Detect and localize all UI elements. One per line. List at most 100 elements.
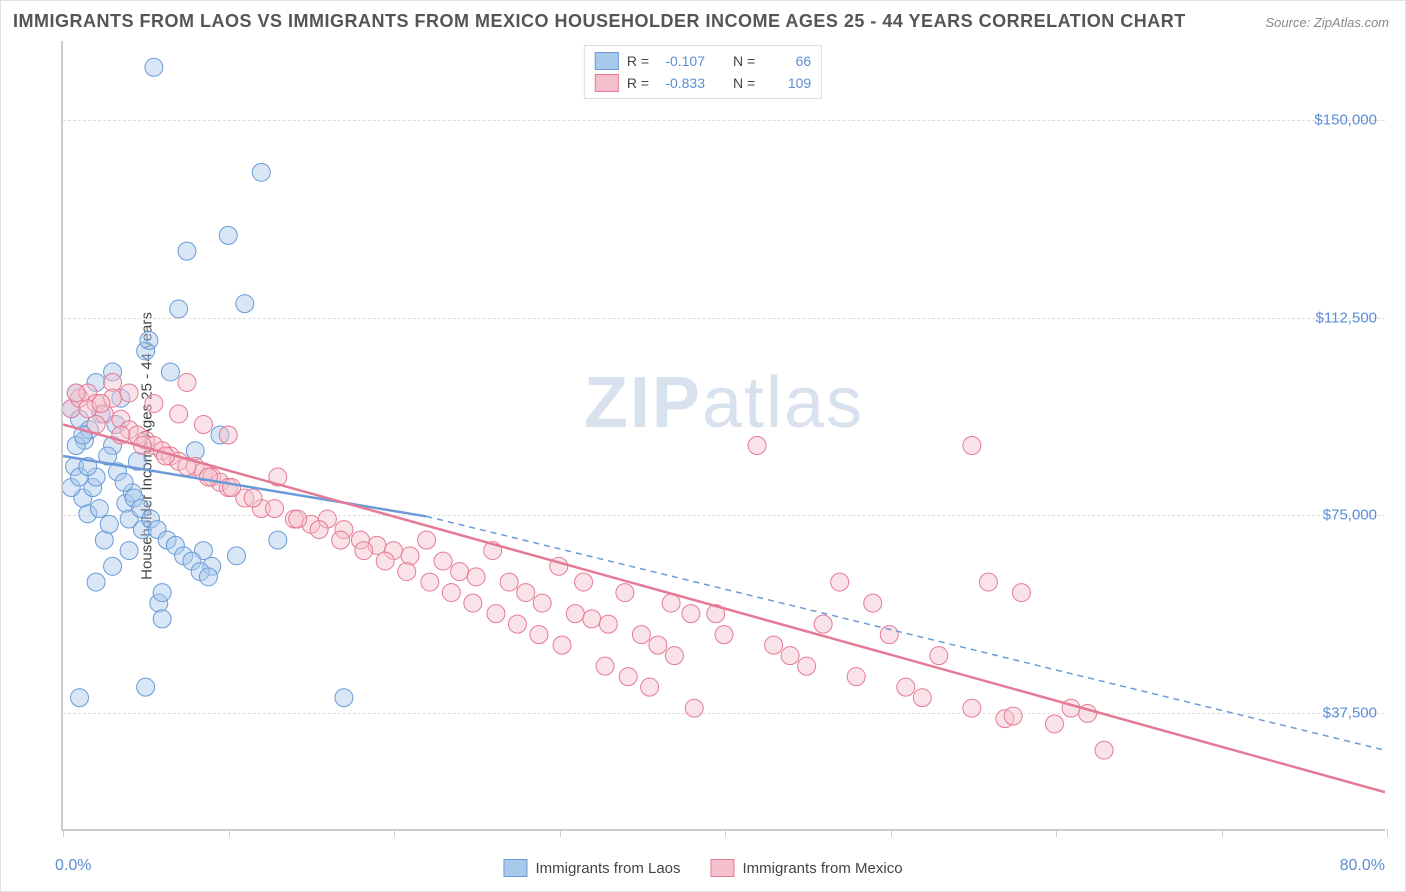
data-point: [87, 573, 105, 591]
n-value-mexico: 109: [763, 75, 811, 91]
data-point: [781, 647, 799, 665]
swatch-mexico: [595, 74, 619, 92]
data-point: [199, 468, 217, 486]
data-point: [67, 384, 85, 402]
data-point: [619, 668, 637, 686]
data-point: [530, 626, 548, 644]
data-point: [566, 605, 584, 623]
data-point: [831, 573, 849, 591]
data-point: [662, 594, 680, 612]
data-point: [649, 636, 667, 654]
data-point: [575, 573, 593, 591]
data-point: [289, 510, 307, 528]
plot-area: ZIPatlas $37,500$75,000$112,500$150,000: [61, 41, 1385, 831]
data-point: [814, 615, 832, 633]
data-point: [517, 584, 535, 602]
series-legend: Immigrants from Laos Immigrants from Mex…: [503, 859, 902, 877]
swatch-laos: [595, 52, 619, 70]
data-point: [421, 573, 439, 591]
n-label: N =: [733, 75, 755, 91]
data-point: [1012, 584, 1030, 602]
data-point: [71, 689, 89, 707]
data-point: [401, 547, 419, 565]
legend-row-laos: R = -0.107 N = 66: [595, 50, 811, 72]
data-point: [930, 647, 948, 665]
data-point: [599, 615, 617, 633]
data-point: [715, 626, 733, 644]
data-point: [335, 689, 353, 707]
trend-line: [63, 424, 1385, 792]
data-point: [194, 416, 212, 434]
x-axis-max-label: 80.0%: [1340, 857, 1385, 875]
r-value-laos: -0.107: [657, 53, 705, 69]
data-point: [137, 678, 155, 696]
r-label: R =: [627, 75, 649, 91]
data-point: [266, 500, 284, 518]
data-point: [244, 489, 262, 507]
data-point: [464, 594, 482, 612]
data-point: [170, 300, 188, 318]
data-point: [913, 689, 931, 707]
series-name-mexico: Immigrants from Mexico: [743, 860, 903, 877]
data-point: [310, 521, 328, 539]
data-point: [153, 610, 171, 628]
swatch-mexico-bottom: [711, 859, 735, 877]
data-point: [223, 479, 241, 497]
n-label: N =: [733, 53, 755, 69]
data-point: [153, 584, 171, 602]
data-point: [115, 473, 133, 491]
trend-line-extrapolated: [427, 516, 1385, 750]
n-value-laos: 66: [763, 53, 811, 69]
data-point: [596, 657, 614, 675]
data-point: [90, 500, 108, 518]
data-point: [252, 163, 270, 181]
data-point: [418, 531, 436, 549]
x-axis-min-label: 0.0%: [55, 857, 91, 875]
data-point: [682, 605, 700, 623]
series-name-laos: Immigrants from Laos: [535, 860, 680, 877]
data-point: [120, 384, 138, 402]
data-point: [748, 437, 766, 455]
correlation-legend: R = -0.107 N = 66 R = -0.833 N = 109: [584, 45, 822, 99]
data-point: [979, 573, 997, 591]
data-point: [765, 636, 783, 654]
data-point: [434, 552, 452, 570]
data-point: [665, 647, 683, 665]
data-point: [467, 568, 485, 586]
data-point: [236, 295, 254, 313]
data-point: [685, 699, 703, 717]
data-point: [199, 568, 217, 586]
data-point: [847, 668, 865, 686]
data-point: [451, 563, 469, 581]
data-point: [632, 626, 650, 644]
swatch-laos-bottom: [503, 859, 527, 877]
data-point: [104, 557, 122, 575]
data-point: [897, 678, 915, 696]
data-point: [641, 678, 659, 696]
legend-item-laos: Immigrants from Laos: [503, 859, 680, 877]
legend-item-mexico: Immigrants from Mexico: [711, 859, 903, 877]
plot-svg: [63, 41, 1385, 829]
data-point: [963, 437, 981, 455]
legend-row-mexico: R = -0.833 N = 109: [595, 72, 811, 94]
data-point: [219, 426, 237, 444]
data-point: [442, 584, 460, 602]
data-point: [269, 531, 287, 549]
data-point: [616, 584, 634, 602]
data-point: [508, 615, 526, 633]
data-point: [376, 552, 394, 570]
data-point: [178, 242, 196, 260]
data-point: [963, 699, 981, 717]
data-point: [583, 610, 601, 628]
data-point: [140, 331, 158, 349]
data-point: [332, 531, 350, 549]
data-point: [219, 226, 237, 244]
data-point: [500, 573, 518, 591]
data-point: [92, 395, 110, 413]
data-point: [1095, 741, 1113, 759]
data-point: [100, 515, 118, 533]
data-point: [178, 373, 196, 391]
r-label: R =: [627, 53, 649, 69]
chart-title: IMMIGRANTS FROM LAOS VS IMMIGRANTS FROM …: [13, 11, 1186, 32]
source-label: Source: ZipAtlas.com: [1265, 15, 1389, 30]
